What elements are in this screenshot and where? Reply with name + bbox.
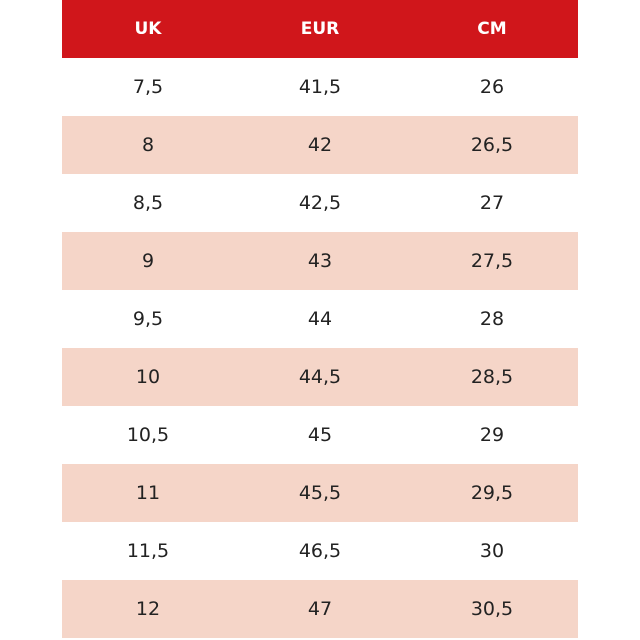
table-row: 8 42 26,5 xyxy=(62,116,578,174)
table-cell: 26,5 xyxy=(406,116,578,174)
table-cell: 30,5 xyxy=(406,580,578,638)
table-cell: 10 xyxy=(62,348,234,406)
table-cell: 44 xyxy=(307,308,333,330)
table-cell: 9 xyxy=(62,232,234,290)
table-cell: 27 xyxy=(479,192,505,214)
table-cell: 10,5 xyxy=(126,424,170,446)
table-cell: 9,5 xyxy=(132,308,164,330)
header-cell: CM xyxy=(406,0,578,58)
table-cell: 27,5 xyxy=(406,232,578,290)
header-cell: EUR xyxy=(234,0,406,58)
table-body: 7,5 41,5 26 8 42 26,5 8,5 42,5 27 9 43 27,5 9,5 44 28 1… xyxy=(62,58,578,638)
table-cell: 42,5 xyxy=(298,192,342,214)
table-header: UK EUR CM xyxy=(62,0,578,58)
table-cell: 26 xyxy=(479,76,505,98)
table-cell: 8 xyxy=(62,116,234,174)
table-row: 9,5 44 28 xyxy=(62,290,578,348)
table-cell: 30 xyxy=(479,540,505,562)
table-cell: 41,5 xyxy=(298,76,342,98)
table-cell: 12 xyxy=(62,580,234,638)
table-row: 10 44,5 28,5 xyxy=(62,348,578,406)
header-cell: UK xyxy=(62,0,234,58)
table-row: 11 45,5 29,5 xyxy=(62,464,578,522)
table-cell: 45 xyxy=(307,424,333,446)
table-cell: 29,5 xyxy=(406,464,578,522)
table-row: 8,5 42,5 27 xyxy=(62,174,578,232)
table-cell: 8,5 xyxy=(132,192,164,214)
table-cell: 44,5 xyxy=(234,348,406,406)
table-cell: 28 xyxy=(479,308,505,330)
table-cell: 45,5 xyxy=(234,464,406,522)
table-cell: 42 xyxy=(234,116,406,174)
table-cell: 43 xyxy=(234,232,406,290)
table-cell: 46,5 xyxy=(298,540,342,562)
table-cell: 7,5 xyxy=(132,76,164,98)
table-cell: 47 xyxy=(234,580,406,638)
table-row: 10,5 45 29 xyxy=(62,406,578,464)
table-cell: 11,5 xyxy=(126,540,170,562)
table-row: 12 47 30,5 xyxy=(62,580,578,638)
table-row: 9 43 27,5 xyxy=(62,232,578,290)
size-table: UK EUR CM 7,5 41,5 26 8 42 26,5 8,5 42,5 27 9 43 27,5… xyxy=(62,0,578,638)
table-cell: 11 xyxy=(62,464,234,522)
table-cell: 28,5 xyxy=(406,348,578,406)
table-cell: 29 xyxy=(479,424,505,446)
table-row: 7,5 41,5 26 xyxy=(62,58,578,116)
header-row: UK EUR CM xyxy=(62,0,578,58)
table-row: 11,5 46,5 30 xyxy=(62,522,578,580)
